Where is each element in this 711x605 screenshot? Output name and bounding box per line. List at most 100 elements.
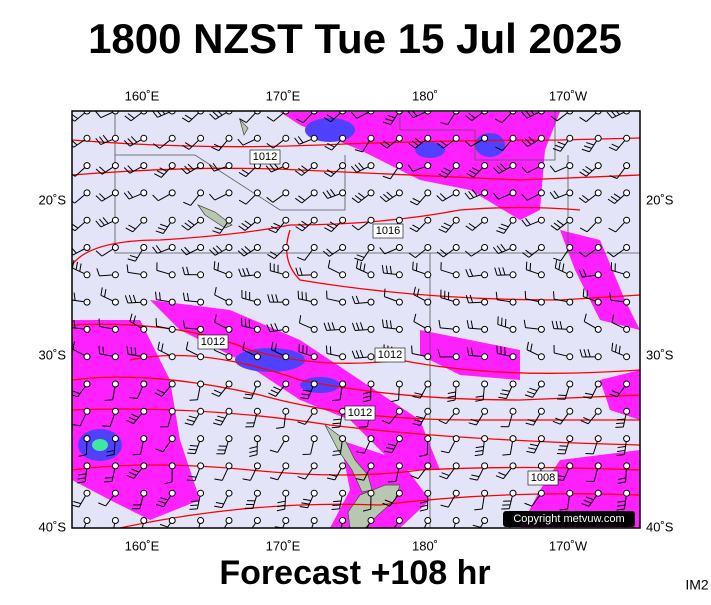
station (396, 490, 402, 496)
station (368, 299, 374, 305)
station (538, 190, 544, 196)
barb-feather (333, 423, 341, 424)
station (226, 518, 232, 524)
station (84, 326, 90, 332)
station (482, 463, 488, 469)
station (141, 490, 147, 496)
station (340, 217, 346, 223)
station (567, 436, 573, 442)
station (311, 463, 317, 469)
station (425, 326, 431, 332)
barb-feather (187, 453, 195, 454)
barb-feather (412, 346, 413, 354)
station (453, 245, 459, 251)
station (538, 272, 544, 278)
station (141, 436, 147, 442)
station (368, 518, 374, 524)
station (567, 135, 573, 141)
station (595, 354, 601, 360)
barb-feather (103, 347, 104, 355)
station (624, 272, 630, 278)
station (368, 436, 374, 442)
station (396, 217, 402, 223)
station (624, 163, 630, 169)
isobar-label: 1016 (376, 225, 400, 237)
station (283, 272, 289, 278)
station (254, 436, 260, 442)
station (226, 272, 232, 278)
station (141, 408, 147, 414)
station (624, 490, 630, 496)
barb-feather (99, 319, 100, 327)
isobar-label: 1012 (348, 407, 372, 419)
station (141, 463, 147, 469)
station (169, 217, 175, 223)
station (169, 490, 175, 496)
station (510, 163, 516, 169)
station (368, 463, 374, 469)
station (453, 163, 459, 169)
barb-feather (384, 289, 385, 297)
station (84, 381, 90, 387)
station (340, 326, 346, 332)
station (482, 245, 488, 251)
station (510, 463, 516, 469)
station (425, 354, 431, 360)
station (141, 518, 147, 524)
station (510, 217, 516, 223)
station (538, 436, 544, 442)
station (340, 163, 346, 169)
station (311, 354, 317, 360)
station (169, 463, 175, 469)
station (425, 272, 431, 278)
station (169, 436, 175, 442)
station (112, 518, 118, 524)
station (368, 272, 374, 278)
station (595, 326, 601, 332)
station (340, 135, 346, 141)
station (624, 135, 630, 141)
station (453, 463, 459, 469)
station (112, 190, 118, 196)
station (425, 408, 431, 414)
station (198, 381, 204, 387)
barb-feather (190, 400, 198, 401)
station (112, 436, 118, 442)
station (169, 326, 175, 332)
station (254, 408, 260, 414)
station (141, 245, 147, 251)
station (425, 217, 431, 223)
station (538, 408, 544, 414)
station (84, 354, 90, 360)
station (198, 490, 204, 496)
station (254, 518, 260, 524)
barb-feather (332, 427, 340, 428)
station (254, 135, 260, 141)
station (141, 190, 147, 196)
station (112, 299, 118, 305)
isobar-label: 1012 (201, 336, 225, 348)
station (84, 217, 90, 223)
station (340, 381, 346, 387)
station (567, 299, 573, 305)
station (169, 381, 175, 387)
station (283, 326, 289, 332)
station (112, 354, 118, 360)
station (169, 135, 175, 141)
station (453, 326, 459, 332)
station (226, 490, 232, 496)
station (283, 490, 289, 496)
station (198, 299, 204, 305)
station (254, 326, 260, 332)
station (169, 163, 175, 169)
station (425, 190, 431, 196)
station (141, 217, 147, 223)
barb-feather (416, 263, 417, 271)
station (340, 518, 346, 524)
station (226, 354, 232, 360)
station (112, 272, 118, 278)
station (311, 490, 317, 496)
station (482, 381, 488, 387)
station (624, 217, 630, 223)
station (396, 135, 402, 141)
